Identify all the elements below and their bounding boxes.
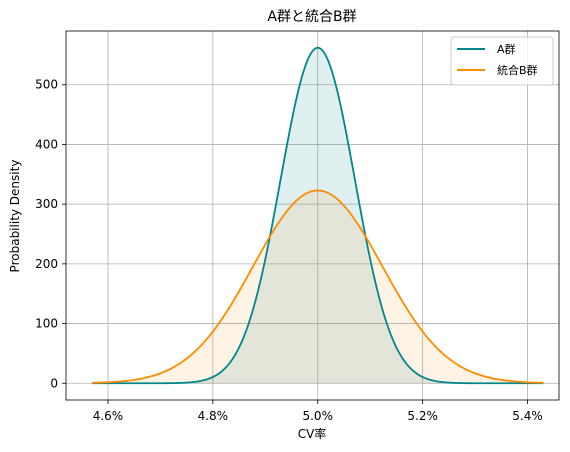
x-tick-label: 4.8% <box>198 409 229 423</box>
legend-label-b: 統合B群 <box>497 63 538 77</box>
x-tick-label: 4.6% <box>93 409 124 423</box>
plot-frame <box>65 30 560 401</box>
series-line-0 <box>92 46 544 385</box>
y-tick-label: 0 <box>50 376 58 390</box>
legend-label-a: A群 <box>497 42 516 56</box>
legend: A群 統合B群 <box>450 36 554 86</box>
axis-ticks: 4.6% 4.8% 5.0% 5.2% 5.4% 0 100 200 300 400 500 <box>35 78 543 423</box>
y-tick-label: 200 <box>35 257 58 271</box>
y-tick-label: 300 <box>35 197 58 211</box>
series-area-0 <box>92 47 544 384</box>
x-tick-label: 5.0% <box>302 409 333 423</box>
y-axis-label: Probability Density <box>8 160 22 273</box>
series-line-1 <box>92 189 544 384</box>
y-tick-label: 400 <box>35 137 58 151</box>
x-axis-label: CV率 <box>298 426 327 441</box>
chart-title: A群と統合B群 <box>267 9 356 25</box>
y-tick-label: 100 <box>35 317 58 331</box>
y-tick-label: 500 <box>35 78 58 92</box>
x-tick-label: 5.2% <box>407 409 438 423</box>
area-fills <box>92 47 544 384</box>
series-area-1 <box>92 190 544 384</box>
x-tick-label: 5.4% <box>512 409 543 423</box>
series-lines <box>92 46 544 385</box>
